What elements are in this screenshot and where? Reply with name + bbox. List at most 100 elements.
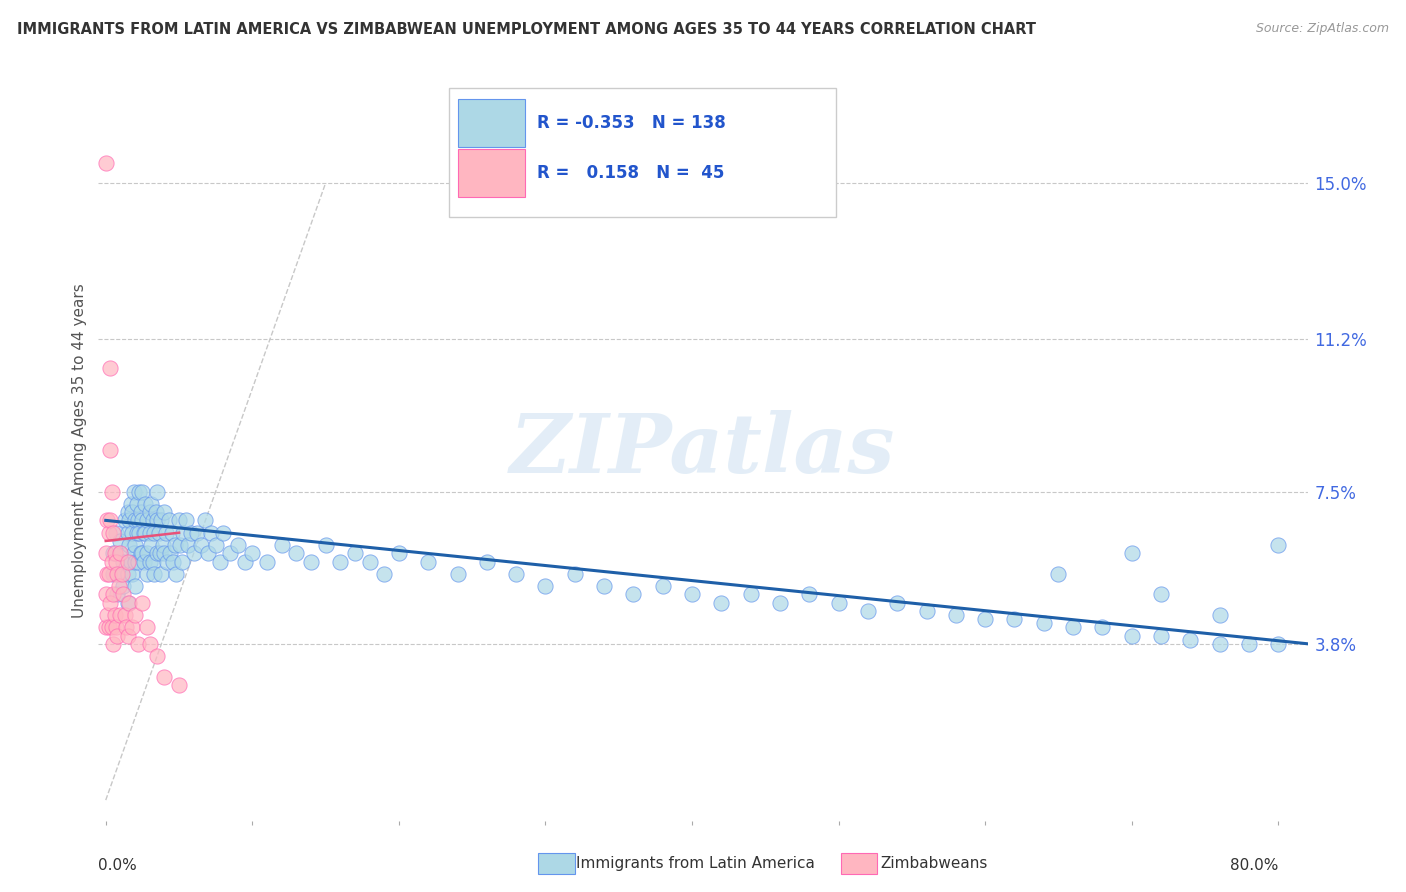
Point	[96, 566, 118, 581]
Point	[98, 443, 121, 458]
Point	[132, 554, 155, 569]
Point	[1121, 628, 1143, 642]
Point	[131, 513, 153, 527]
Point	[226, 538, 249, 552]
Point	[97, 620, 120, 634]
Point	[142, 513, 165, 527]
Point	[138, 637, 160, 651]
Point	[146, 649, 169, 664]
Point	[112, 587, 135, 601]
Point	[135, 566, 157, 581]
Point	[129, 505, 152, 519]
Point	[146, 484, 169, 499]
Y-axis label: Unemployment Among Ages 35 to 44 years: Unemployment Among Ages 35 to 44 years	[72, 283, 87, 618]
Point	[1267, 637, 1289, 651]
Point	[129, 546, 152, 560]
Point	[1004, 612, 1026, 626]
Point	[1237, 637, 1260, 651]
Point	[94, 620, 117, 634]
Point	[101, 546, 124, 560]
Point	[132, 525, 155, 540]
Text: Source: ZipAtlas.com: Source: ZipAtlas.com	[1256, 22, 1389, 36]
Point	[183, 546, 205, 560]
Point	[534, 579, 557, 593]
Point	[125, 497, 148, 511]
Point	[128, 525, 150, 540]
Point	[134, 497, 156, 511]
Point	[740, 587, 762, 601]
Point	[219, 546, 242, 560]
FancyBboxPatch shape	[458, 149, 524, 197]
Point	[886, 596, 908, 610]
Point	[134, 525, 156, 540]
Point	[121, 620, 143, 634]
Text: Zimbabweans: Zimbabweans	[880, 856, 987, 871]
Point	[1121, 546, 1143, 560]
Point	[110, 533, 132, 548]
Point	[681, 587, 703, 601]
Point	[170, 554, 193, 569]
Point	[1032, 616, 1054, 631]
Point	[769, 596, 792, 610]
Point	[120, 497, 142, 511]
Point	[1091, 620, 1114, 634]
Point	[96, 607, 118, 622]
Point	[299, 554, 322, 569]
Text: Immigrants from Latin America: Immigrants from Latin America	[576, 856, 815, 871]
Point	[1208, 607, 1230, 622]
Point	[112, 579, 135, 593]
Point	[167, 513, 190, 527]
Point	[100, 620, 122, 634]
Point	[124, 538, 146, 552]
Point	[128, 484, 150, 499]
Point	[149, 546, 172, 560]
Point	[856, 604, 879, 618]
Point	[124, 607, 146, 622]
Point	[146, 546, 169, 560]
Point	[240, 546, 263, 560]
Point	[148, 525, 170, 540]
Point	[1150, 587, 1173, 601]
Point	[204, 538, 226, 552]
Point	[105, 525, 128, 540]
Text: IMMIGRANTS FROM LATIN AMERICA VS ZIMBABWEAN UNEMPLOYMENT AMONG AGES 35 TO 44 YEA: IMMIGRANTS FROM LATIN AMERICA VS ZIMBABW…	[17, 22, 1036, 37]
Point	[127, 513, 149, 527]
Point	[418, 554, 440, 569]
Point	[373, 566, 395, 581]
Point	[98, 596, 121, 610]
Point	[141, 497, 163, 511]
Point	[564, 566, 586, 581]
Point	[143, 566, 166, 581]
Point	[107, 628, 129, 642]
Point	[122, 546, 145, 560]
Point	[94, 546, 117, 560]
Point	[101, 566, 124, 581]
Point	[107, 587, 129, 601]
Point	[1180, 632, 1202, 647]
Point	[190, 538, 212, 552]
Text: R = -0.353   N = 138: R = -0.353 N = 138	[537, 114, 725, 132]
Point	[138, 525, 160, 540]
Point	[315, 538, 337, 552]
Point	[121, 525, 143, 540]
Point	[117, 554, 139, 569]
Point	[110, 546, 132, 560]
Point	[799, 587, 821, 601]
Point	[138, 554, 160, 569]
Point	[110, 607, 132, 622]
Point	[212, 525, 235, 540]
Point	[114, 513, 136, 527]
Point	[118, 538, 141, 552]
Point	[124, 554, 146, 569]
Point	[150, 513, 173, 527]
Point	[186, 525, 208, 540]
Point	[103, 546, 125, 560]
Point	[114, 607, 136, 622]
Point	[98, 361, 121, 376]
Point	[96, 513, 118, 527]
FancyBboxPatch shape	[449, 87, 837, 218]
Point	[97, 566, 120, 581]
Point	[1047, 566, 1070, 581]
Point	[143, 525, 166, 540]
Point	[124, 579, 146, 593]
